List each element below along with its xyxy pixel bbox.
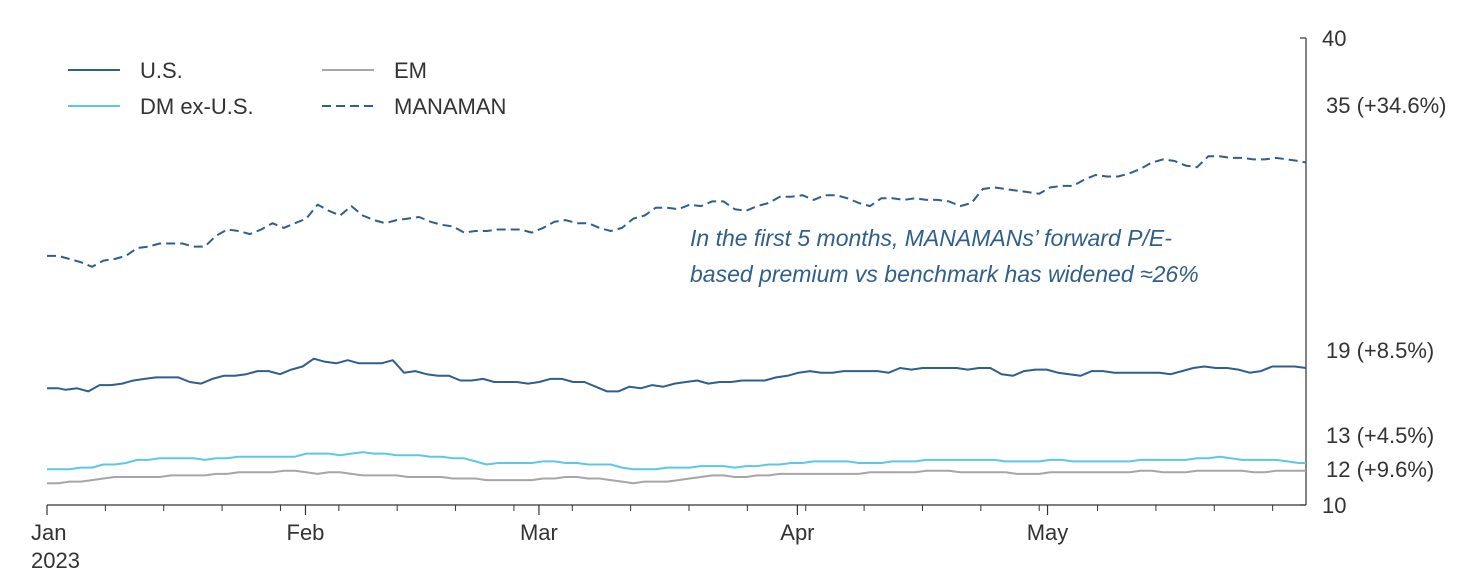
- series-line-u-s-: [47, 357, 1307, 393]
- legend: U.S. DM ex-U.S. EM MANAMAN: [68, 58, 506, 119]
- axes: 10 40 Jan 2023 Feb Mar Apr May: [31, 26, 1346, 573]
- x-tick-label: Apr: [780, 520, 814, 545]
- x-tick-label: Jan: [31, 520, 66, 545]
- y-tick-label: 40: [1322, 26, 1346, 51]
- x-tick-label: Mar: [520, 520, 558, 545]
- end-labels: 19 (+8.5%) 13 (+4.5%) 12 (+9.6%) 35 (+34.6%…: [1326, 93, 1446, 482]
- series-layer: [47, 155, 1307, 485]
- x-tick-label: Feb: [287, 520, 325, 545]
- legend-label: U.S.: [140, 58, 183, 83]
- annotation: In the first 5 months, MANAMANs’ forward…: [690, 225, 1199, 287]
- legend-label: DM ex-U.S.: [140, 94, 254, 119]
- series-line-manaman: [47, 155, 1307, 268]
- end-label: 19 (+8.5%): [1326, 338, 1434, 363]
- end-label: 12 (+9.6%): [1326, 457, 1434, 482]
- annotation-line: based premium vs benchmark has widened ≈…: [690, 261, 1199, 287]
- y-tick-label: 10: [1322, 493, 1346, 518]
- x-tick-label: May: [1027, 520, 1069, 545]
- legend-label: EM: [394, 58, 427, 83]
- series-line-dm-ex-u-s-: [47, 451, 1306, 471]
- x-tick-sublabel: 2023: [31, 548, 80, 573]
- series-line-em: [47, 469, 1306, 485]
- annotation-line: In the first 5 months, MANAMANs’ forward…: [690, 225, 1172, 251]
- legend-label: MANAMAN: [394, 94, 506, 119]
- end-label: 13 (+4.5%): [1326, 423, 1434, 448]
- end-label: 35 (+34.6%): [1326, 93, 1446, 118]
